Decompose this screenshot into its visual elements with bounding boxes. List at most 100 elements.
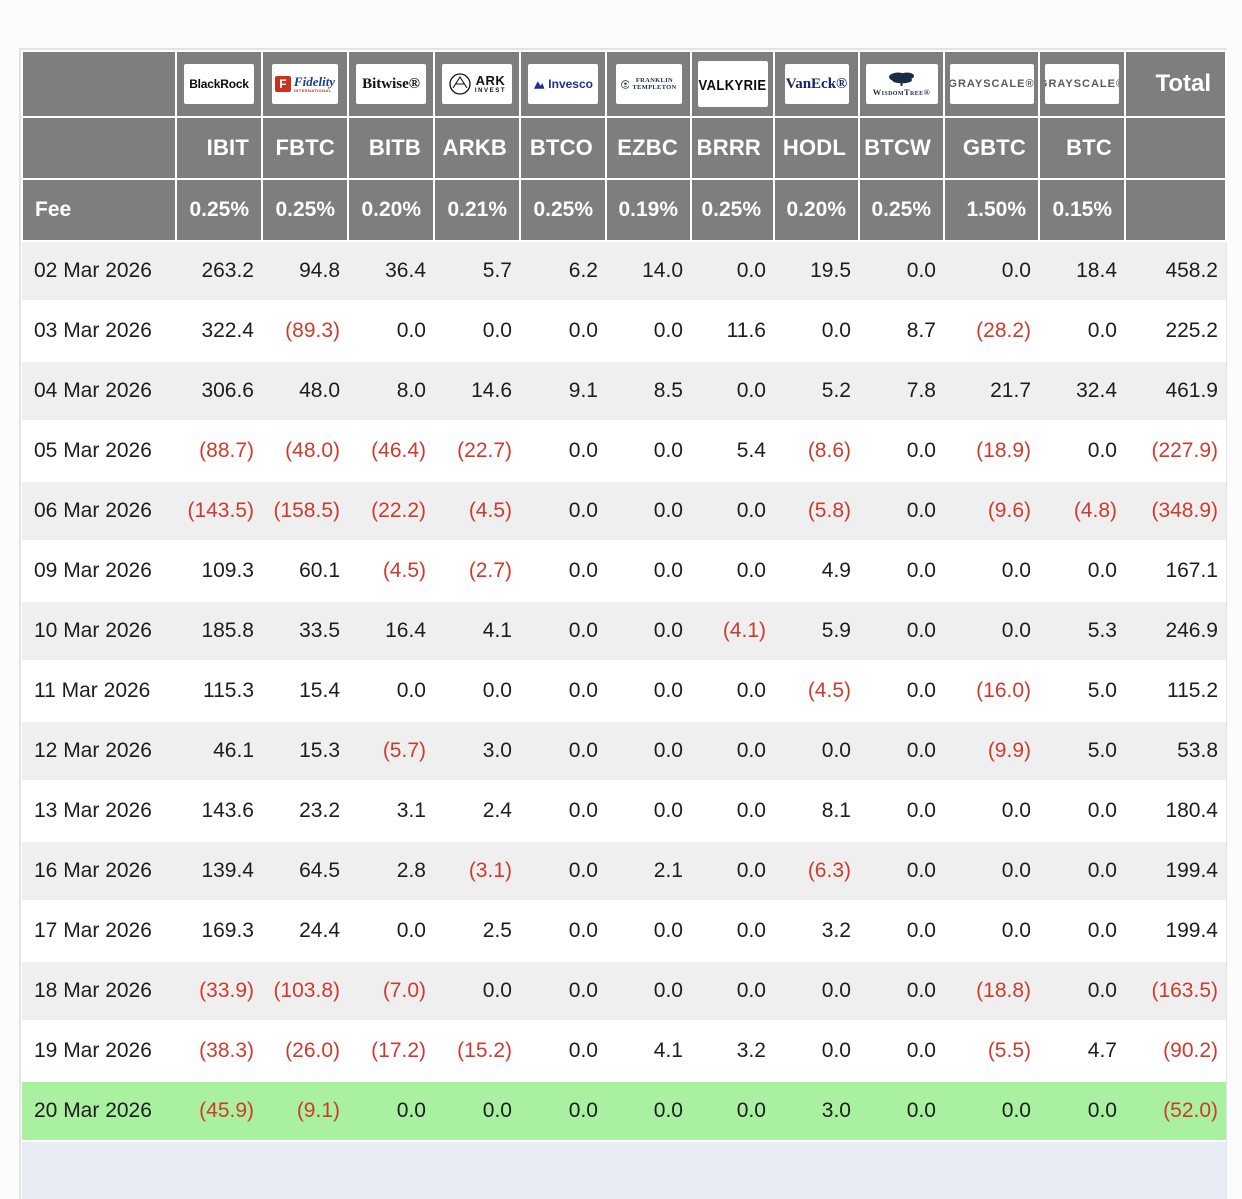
flow-cell-btco: 9.1 [520, 360, 606, 421]
flow-cell-btco: 0.0 [520, 720, 606, 781]
fee-cell-bitb: 0.20% [347, 178, 435, 242]
flow-cell-ibit: (45.9) [176, 1080, 262, 1141]
fidelity-f-icon: F [274, 76, 291, 92]
ark-invest-logo: ARK INVEST [442, 64, 512, 104]
date-cell: 06 Mar 2026 [22, 480, 176, 541]
data-row: 06 Mar 2026 (143.5) (158.5) (22.2) (4.5) 0.0 0… [22, 480, 1226, 541]
provider-invesco: Invesco [519, 50, 607, 118]
total-cell: 461.9 [1125, 360, 1226, 421]
fee-cell-ezbc: 0.19% [605, 178, 692, 242]
provider-bitwise: Bitwise® [347, 50, 435, 118]
data-row: 19 Mar 2026 (38.3) (26.0) (17.2) (15.2) 0.0 4.… [22, 1020, 1226, 1081]
flow-cell-arkb: (22.7) [434, 420, 520, 481]
total-cell: (163.5) [1125, 960, 1226, 1021]
flow-cell-gbtc: 0.0 [944, 600, 1039, 661]
blackrock-logo-text: BlackRock [189, 77, 249, 91]
flow-cell-btcw: 0.0 [859, 1080, 944, 1141]
flow-cell-fbtc: 24.4 [262, 900, 348, 961]
flow-cell-btcw: 0.0 [859, 840, 944, 901]
total-cell: (348.9) [1125, 480, 1226, 541]
fidelity-logo-subtext: INTERNATIONAL [293, 88, 332, 93]
date-cell: 02 Mar 2026 [22, 240, 176, 301]
date-cell: 19 Mar 2026 [22, 1020, 176, 1081]
flow-cell-btc: 0.0 [1039, 900, 1125, 961]
date-cell: 03 Mar 2026 [22, 300, 176, 361]
date-cell: 04 Mar 2026 [22, 360, 176, 421]
bitwise-logo-text: Bitwise® [362, 75, 420, 92]
etf-flow-table: BlackRock F Fidelity INTERNATIONAL Bitwi… [21, 50, 1227, 1199]
fee-row-label: Fee [21, 178, 177, 242]
blackrock-logo: BlackRock [184, 64, 254, 104]
flow-cell-btc: 0.0 [1039, 840, 1125, 901]
invesco-logo: Invesco [528, 64, 598, 104]
flow-cell-fbtc: (48.0) [262, 420, 348, 481]
flow-cell-bitb: (7.0) [348, 960, 434, 1021]
flow-cell-bitb: (4.5) [348, 540, 434, 601]
flow-cell-fbtc: (26.0) [262, 1020, 348, 1081]
ticker-row-spacer [21, 116, 177, 180]
flow-cell-bitb: 36.4 [348, 240, 434, 301]
flow-cell-fbtc: 33.5 [262, 600, 348, 661]
total-cell: 458.2 [1125, 240, 1226, 301]
ticker-header-hodl: HODL [773, 116, 860, 180]
total-cell: 115.2 [1125, 660, 1226, 721]
flow-cell-btco: 0.0 [520, 960, 606, 1021]
data-row: 04 Mar 2026 306.6 48.0 8.0 14.6 9.1 8.5 0.0 5.2 7… [22, 360, 1226, 421]
flow-cell-btc: 0.0 [1039, 300, 1125, 361]
data-row: 17 Mar 2026 169.3 24.4 0.0 2.5 0.0 0.0 0.0 3.2 0.… [22, 900, 1226, 961]
date-cell: 12 Mar 2026 [22, 720, 176, 781]
franklin-emblem-icon [620, 79, 630, 89]
flow-cell-btc: 5.3 [1039, 600, 1125, 661]
provider-ark: ARK INVEST [433, 50, 521, 118]
flow-cell-bitb: 8.0 [348, 360, 434, 421]
provider-grayscale-gbtc: GRAYSCALE® [943, 50, 1040, 118]
flow-cell-btco: 0.0 [520, 900, 606, 961]
total-cell: (52.0) [1125, 1080, 1226, 1141]
flow-cell-hodl: 3.0 [774, 1080, 859, 1141]
flow-cell-ibit: (33.9) [176, 960, 262, 1021]
flow-cell-bitb: 16.4 [348, 600, 434, 661]
flow-cell-gbtc: 21.7 [944, 360, 1039, 421]
fee-cell-hodl: 0.20% [773, 178, 860, 242]
ticker-row-total-spacer [1124, 116, 1227, 180]
grayscale-mini-logo: GRAYSCALE® [1045, 64, 1119, 104]
ark-logo-text: ARK [475, 73, 506, 88]
flow-cell-ezbc: 0.0 [606, 960, 691, 1021]
ark-logo-subtext: INVEST [474, 88, 507, 94]
flow-cell-btco: 0.0 [520, 840, 606, 901]
provider-franklin-templeton: FRANKLIN TEMPLETON [605, 50, 692, 118]
flow-cell-brrr: 0.0 [691, 660, 774, 721]
flow-cell-ibit: 322.4 [176, 300, 262, 361]
flow-cell-btc: 0.0 [1039, 1080, 1125, 1141]
data-row: 05 Mar 2026 (88.7) (48.0) (46.4) (22.7) 0.0 0.… [22, 420, 1226, 481]
vaneck-logo-text: VanEck® [785, 75, 848, 92]
flow-cell-btcw: 0.0 [859, 540, 944, 601]
valkyrie-logo: VALKYRIE [697, 61, 768, 107]
flow-cell-btcw: 7.8 [859, 360, 944, 421]
flow-cell-ezbc: 0.0 [606, 720, 691, 781]
data-row: 09 Mar 2026 109.3 60.1 (4.5) (2.7) 0.0 0.0 0.0 4… [22, 540, 1226, 601]
flow-cell-hodl: (4.5) [774, 660, 859, 721]
total-cell: 199.4 [1125, 840, 1226, 901]
flow-cell-btco: 0.0 [520, 480, 606, 541]
flow-cell-btcw: 0.0 [859, 480, 944, 541]
wisdomtree-logo: WisdomTree® [865, 64, 938, 104]
flow-cell-fbtc: 15.4 [262, 660, 348, 721]
flow-cell-arkb: 4.1 [434, 600, 520, 661]
flow-cell-brrr: 5.4 [691, 420, 774, 481]
fee-cell-arkb: 0.21% [433, 178, 521, 242]
flow-cell-hodl: 19.5 [774, 240, 859, 301]
data-row: 02 Mar 2026 263.2 94.8 36.4 5.7 6.2 14.0 0.0 19.… [22, 240, 1226, 301]
flow-cell-ibit: (143.5) [176, 480, 262, 541]
grayscale-logo-text: GRAYSCALE® [949, 78, 1034, 90]
flow-cell-brrr: 0.0 [691, 480, 774, 541]
flow-cell-hodl: 5.2 [774, 360, 859, 421]
flow-cell-btc: 5.0 [1039, 660, 1125, 721]
ticker-header-ibit: IBIT [175, 116, 263, 180]
provider-blackrock: BlackRock [175, 50, 263, 118]
flow-cell-btcw: 0.0 [859, 660, 944, 721]
ticker-header-btcw: BTCW [858, 116, 945, 180]
flow-cell-ezbc: 14.0 [606, 240, 691, 301]
flow-cell-arkb: (3.1) [434, 840, 520, 901]
data-row: 12 Mar 2026 46.1 15.3 (5.7) 3.0 0.0 0.0 0.0 0.0 0… [22, 720, 1226, 781]
